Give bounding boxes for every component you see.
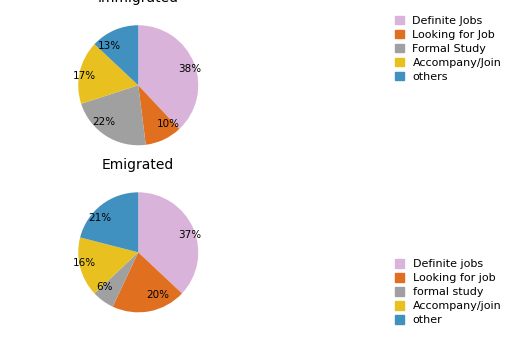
Legend: Definite Jobs, Looking for Job, Formal Study, Accompany/Join, others: Definite Jobs, Looking for Job, Formal S…	[395, 16, 501, 82]
Wedge shape	[81, 85, 146, 145]
Text: 20%: 20%	[146, 290, 169, 300]
Text: 13%: 13%	[98, 41, 121, 50]
Wedge shape	[138, 192, 198, 293]
Wedge shape	[95, 252, 138, 307]
Wedge shape	[80, 192, 138, 252]
Text: 22%: 22%	[92, 117, 115, 127]
Wedge shape	[113, 252, 182, 312]
Text: 16%: 16%	[73, 258, 96, 268]
Text: 37%: 37%	[178, 230, 201, 240]
Title: Immigrated: Immigrated	[98, 0, 179, 5]
Wedge shape	[78, 237, 138, 293]
Wedge shape	[138, 85, 179, 145]
Legend: Definite jobs, Looking for job, formal study, Accompany/join, other: Definite jobs, Looking for job, formal s…	[395, 259, 501, 325]
Title: Emigrated: Emigrated	[102, 158, 175, 172]
Text: 6%: 6%	[96, 282, 113, 292]
Text: 17%: 17%	[73, 71, 96, 81]
Text: 21%: 21%	[89, 213, 112, 223]
Wedge shape	[95, 25, 138, 85]
Text: 38%: 38%	[178, 64, 202, 74]
Wedge shape	[78, 44, 138, 104]
Text: 10%: 10%	[157, 119, 180, 129]
Wedge shape	[138, 25, 198, 129]
